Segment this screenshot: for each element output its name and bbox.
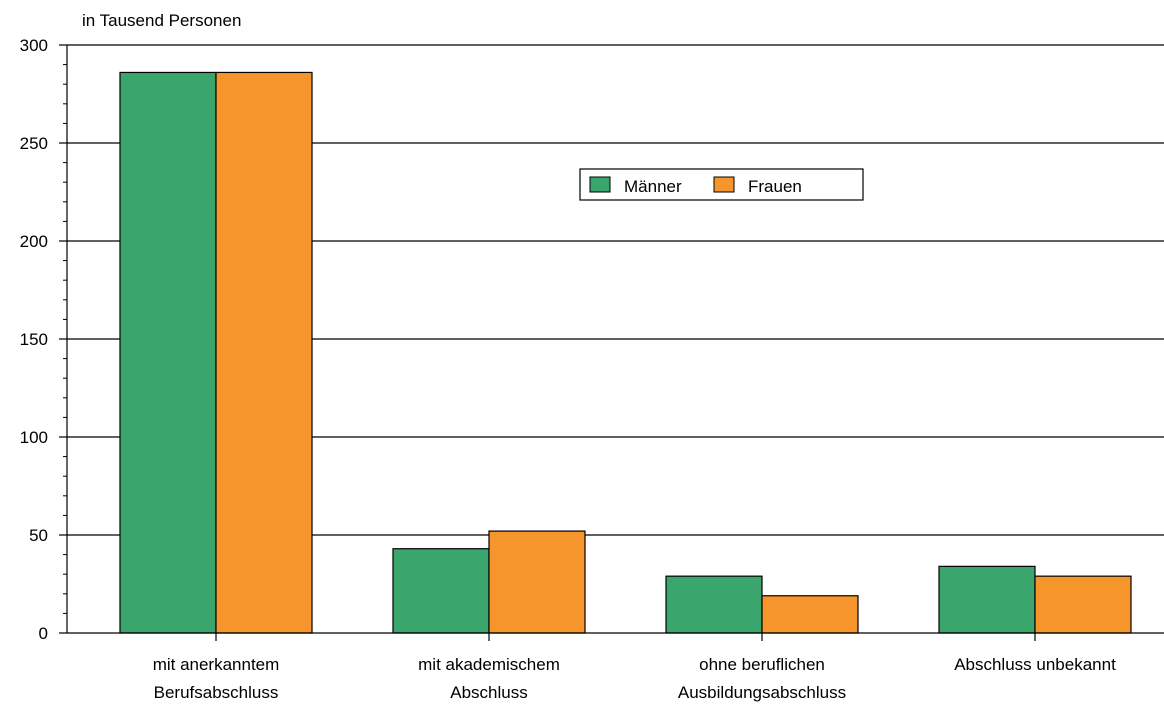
- y-tick-label-50: 50: [29, 526, 48, 545]
- bars: [119, 71, 1132, 634]
- bar-frauen-3: [1034, 575, 1132, 634]
- bar-frauen-0: [215, 71, 313, 634]
- bar-frauen-1: [488, 530, 586, 634]
- y-tick-label-150: 150: [20, 330, 48, 349]
- y-tick-label-250: 250: [20, 134, 48, 153]
- bar-maenner-0: [119, 71, 217, 634]
- legend-label-frauen: Frauen: [748, 177, 802, 196]
- y-tick-label-0: 0: [39, 624, 48, 643]
- y-tick-label-100: 100: [20, 428, 48, 447]
- axes: 0 50 100 150 200 250 300 mit anerkanntem Berufsa…: [20, 36, 1164, 702]
- bar-frauen-2: [761, 595, 859, 634]
- x-tick-label-3-line-0: Abschluss unbekannt: [954, 655, 1116, 674]
- legend-swatch-frauen: [713, 176, 735, 193]
- legend: Männer Frauen: [579, 168, 864, 201]
- x-tick-label-2-line-0: ohne beruflichen: [699, 655, 825, 674]
- y-tick-label-200: 200: [20, 232, 48, 251]
- bar-maenner-1: [392, 548, 490, 634]
- legend-label-maenner: Männer: [624, 177, 682, 196]
- y-tick-label-300: 300: [20, 36, 48, 55]
- bar-maenner-3: [938, 565, 1036, 634]
- bar-maenner-2: [665, 575, 763, 634]
- y-unit-label: in Tausend Personen: [82, 11, 241, 30]
- legend-swatch-maenner: [589, 176, 611, 193]
- x-tick-label-1-line-1: Abschluss: [450, 683, 527, 702]
- x-tick-label-0-line-1: Berufsabschluss: [154, 683, 279, 702]
- x-tick-label-2-line-1: Ausbildungsabschluss: [678, 683, 846, 702]
- x-tick-label-1-line-0: mit akademischem: [418, 655, 560, 674]
- x-tick-label-0-line-0: mit anerkanntem: [153, 655, 280, 674]
